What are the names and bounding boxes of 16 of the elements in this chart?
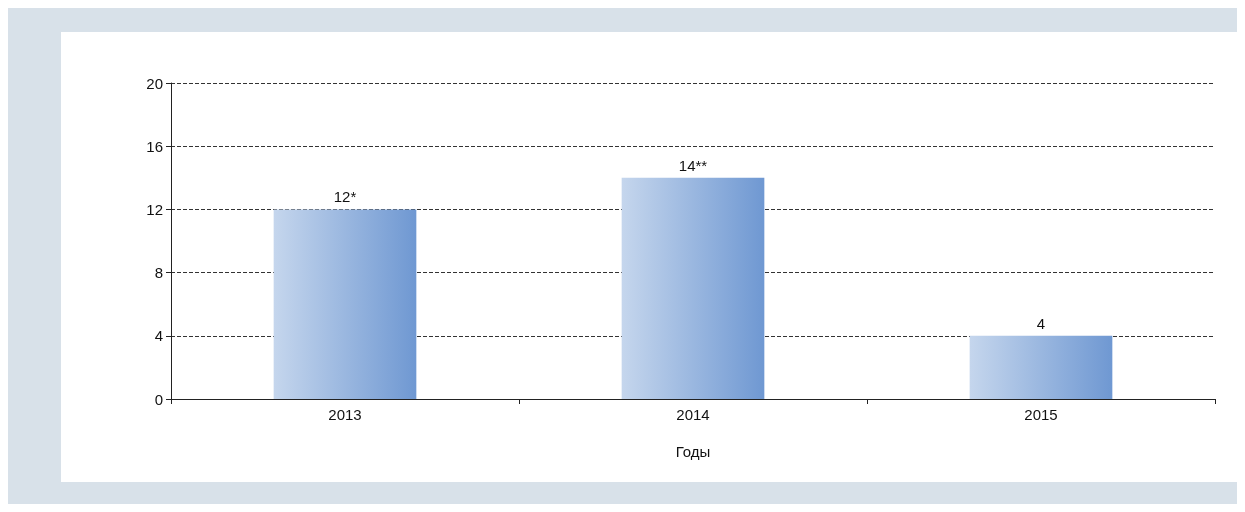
bar	[969, 335, 1113, 399]
data-label: 4	[1036, 314, 1046, 332]
data-label: 14**	[678, 156, 708, 174]
y-tick-label: 16	[146, 137, 163, 155]
x-tick-label: 2013	[328, 406, 362, 423]
y-tick-label: 20	[146, 74, 163, 92]
y-tick-label: 4	[154, 327, 163, 345]
bar	[273, 209, 417, 399]
x-tick-label: 2015	[1024, 406, 1058, 423]
bar	[621, 177, 765, 399]
x-tick-label: 2014	[676, 406, 710, 423]
y-tick-label: 8	[154, 264, 163, 282]
y-tick-label: 12	[146, 200, 163, 218]
data-label: 12*	[333, 188, 357, 206]
y-tick-label: 0	[154, 390, 163, 408]
x-axis-title: Годы	[675, 443, 711, 460]
